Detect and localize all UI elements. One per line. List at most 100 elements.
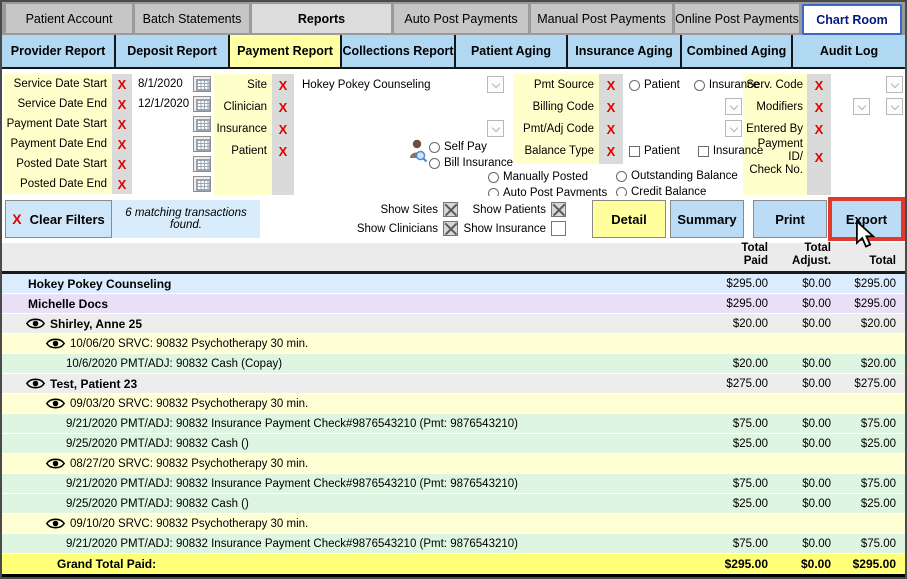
clear-filter-x-icon[interactable]: X: [278, 77, 288, 93]
clear-filter-x-icon[interactable]: X: [117, 176, 127, 192]
main-tab[interactable]: Chart Room: [802, 4, 902, 35]
dropdown-arrow-icon[interactable]: [886, 76, 903, 93]
serv-code-label: Serv. Code: [746, 78, 803, 91]
main-tab[interactable]: Reports: [252, 4, 391, 33]
eye-icon[interactable]: [46, 337, 65, 350]
main-tab[interactable]: Online Post Payments: [675, 4, 799, 33]
date-filter-row: Posted Date End X: [4, 174, 229, 194]
main-tab[interactable]: Patient Account: [6, 4, 132, 33]
date-filter-value[interactable]: 8/1/2020: [138, 78, 183, 90]
eye-icon[interactable]: [26, 377, 45, 390]
calendar-icon[interactable]: [193, 96, 211, 112]
clear-filter-x-icon[interactable]: X: [278, 143, 288, 159]
pmt-source-row: Pmt Source X Patient Insurance: [513, 74, 905, 96]
clear-filter-x-icon[interactable]: X: [117, 76, 127, 92]
row-total-paid: $295.00: [724, 557, 768, 571]
clear-filter-x-icon[interactable]: X: [278, 121, 288, 137]
print-button[interactable]: Print: [753, 200, 827, 238]
balance-patient-checkbox[interactable]: [629, 145, 640, 157]
eye-icon[interactable]: [46, 397, 65, 410]
clear-filter-x-icon[interactable]: X: [117, 116, 127, 132]
report-tab[interactable]: Provider Report: [2, 35, 114, 67]
clear-filter-x-icon[interactable]: X: [606, 99, 616, 115]
clear-filter-x-icon[interactable]: X: [814, 121, 824, 137]
clear-filter-x-icon[interactable]: X: [606, 143, 616, 159]
row-total-paid: $20.00: [732, 317, 768, 330]
self-pay-radio[interactable]: [429, 141, 440, 153]
entity-filter-value[interactable]: Hokey Pokey Counseling: [302, 79, 431, 91]
calendar-icon[interactable]: [193, 176, 211, 192]
pmt-source-patient-radio[interactable]: [629, 79, 640, 91]
dropdown-arrow-icon[interactable]: [886, 98, 903, 115]
report-tab[interactable]: Patient Aging: [456, 35, 566, 67]
dropdown-arrow-icon[interactable]: [487, 120, 504, 137]
calendar-icon[interactable]: [193, 156, 211, 172]
pmt-source-patient-label: Patient: [644, 79, 680, 91]
row-total-adjust: $0.00: [802, 357, 831, 370]
calendar-icon[interactable]: [193, 116, 211, 132]
main-tab[interactable]: Auto Post Payments: [394, 4, 528, 33]
bill-insurance-radio-item: Bill Insurance: [429, 157, 513, 169]
table-row: Test, Patient 23 $275.00 $0.00 $275.00: [2, 374, 905, 393]
eye-icon[interactable]: [46, 457, 65, 470]
eye-icon[interactable]: [26, 317, 45, 330]
clear-filter-x-icon[interactable]: X: [606, 121, 616, 137]
report-tab[interactable]: Collections Report: [342, 35, 454, 67]
row-total-adjust: $0.00: [802, 537, 831, 550]
dropdown-arrow-icon[interactable]: [725, 120, 742, 137]
report-tab[interactable]: Deposit Report: [116, 35, 228, 67]
row-total-adjust: $0.00: [802, 317, 831, 330]
row-label-cell: 9/25/2020 PMT/ADJ: 90832 Cash (): [2, 438, 658, 450]
date-filter-row: Payment Date End X: [4, 134, 229, 154]
balance-insurance-checkbox[interactable]: [697, 145, 709, 157]
table-row: Shirley, Anne 25 $20.00 $0.00 $20.00: [2, 314, 905, 333]
bill-insurance-radio[interactable]: [429, 157, 440, 169]
main-tab-label: Reports: [297, 11, 346, 26]
row-total-adjust: $0.00: [800, 557, 831, 571]
row-total: $295.00: [854, 277, 896, 290]
clear-filter-x-icon[interactable]: X: [117, 136, 127, 152]
clear-filters-button[interactable]: X Clear Filters: [5, 200, 112, 238]
show-toggle-checkbox[interactable]: [551, 202, 566, 217]
row-label: 09/03/20 SRVC: 90832 Psychotherapy 30 mi…: [70, 397, 309, 410]
calendar-icon[interactable]: [193, 76, 211, 92]
show-toggle-checkbox[interactable]: [443, 202, 458, 217]
main-tab[interactable]: Manual Post Payments: [531, 4, 672, 33]
self-pay-label: Self Pay: [444, 141, 487, 153]
report-tab[interactable]: Insurance Aging: [568, 35, 680, 67]
pmt-source-insurance-radio[interactable]: [693, 79, 705, 91]
report-tab[interactable]: Payment Report: [230, 35, 340, 67]
manually-posted-radio[interactable]: [488, 171, 499, 183]
row-label: 9/25/2020 PMT/ADJ: 90832 Cash (): [66, 437, 249, 450]
clear-filter-x-icon[interactable]: X: [606, 77, 616, 93]
main-tab[interactable]: Batch Statements: [135, 4, 249, 33]
row-label-cell: Hokey Pokey Counseling: [2, 277, 658, 291]
outstanding-balance-radio[interactable]: [616, 170, 627, 182]
calendar-icon[interactable]: [193, 136, 211, 152]
report-tab[interactable]: Audit Log: [793, 35, 905, 67]
show-toggle-checkbox[interactable]: [443, 221, 458, 236]
report-tab[interactable]: Combined Aging: [682, 35, 791, 67]
show-toggle: Show Sites: [354, 201, 458, 218]
detail-button[interactable]: Detail: [592, 200, 666, 238]
clear-filter-x-icon[interactable]: X: [117, 156, 127, 172]
summary-button[interactable]: Summary: [670, 200, 744, 238]
row-label: Michelle Docs: [28, 296, 109, 311]
clear-filter-x-icon[interactable]: X: [814, 77, 824, 93]
clear-filter-x-icon[interactable]: X: [814, 99, 824, 115]
row-total: $25.00: [860, 437, 896, 450]
show-toggle-checkbox[interactable]: [551, 221, 566, 236]
dropdown-arrow-icon[interactable]: [853, 98, 870, 115]
entered-by-label: Entered By: [746, 122, 803, 135]
date-filter-row: Payment Date Start X: [4, 114, 229, 134]
clear-filter-x-icon[interactable]: X: [278, 99, 288, 115]
clear-filter-x-icon[interactable]: X: [117, 96, 127, 112]
clear-filter-x-icon[interactable]: X: [814, 149, 824, 165]
payment-id-row: Payment ID/ Check No. X: [743, 138, 905, 176]
match-count-info: 6 matching transactions found.: [112, 200, 260, 238]
dropdown-arrow-icon[interactable]: [487, 76, 504, 93]
date-filter-value[interactable]: 12/1/2020: [138, 98, 190, 110]
dropdown-arrow-icon[interactable]: [725, 98, 742, 115]
eye-icon[interactable]: [46, 517, 65, 530]
patient-search-icon[interactable]: [408, 138, 428, 168]
